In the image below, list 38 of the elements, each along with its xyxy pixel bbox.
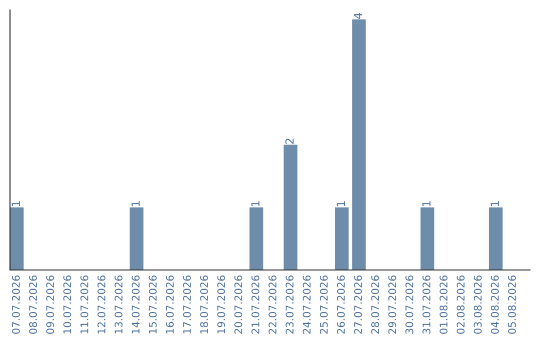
x-tick-label: 29.07.2026 <box>388 276 396 334</box>
data-label: 2 <box>285 138 294 144</box>
x-tick-label: 22.07.2026 <box>268 276 276 334</box>
x-tick-label: 02.08.2026 <box>456 276 465 334</box>
data-label: 1 <box>12 201 20 206</box>
data-label: 1 <box>251 201 260 206</box>
x-tick-label: 27.07.2026 <box>354 276 362 334</box>
x-tick-label: 17.07.2026 <box>183 276 191 334</box>
x-tick-label: 19.07.2026 <box>217 276 226 334</box>
x-tick-label: 28.07.2026 <box>371 276 380 334</box>
x-tick-label: 12.07.2026 <box>98 276 106 334</box>
x-tick-label: 11.07.2026 <box>80 276 88 334</box>
x-tick-label: 18.07.2026 <box>200 276 208 334</box>
x-tick-label: 16.07.2026 <box>166 276 174 334</box>
x-tick-label: 30.07.2026 <box>405 276 414 334</box>
data-label: 1 <box>422 201 430 206</box>
x-tick-label: 15.07.2026 <box>148 276 157 334</box>
x-tick-label: 23.07.2026 <box>286 276 294 334</box>
x-tick-label: 08.07.2026 <box>29 276 37 334</box>
x-tick-label: 21.07.2026 <box>251 276 260 334</box>
x-tick-label: 20.07.2026 <box>234 276 242 334</box>
x-tick-label: 10.07.2026 <box>63 276 72 334</box>
x-tick-label: 14.07.2026 <box>132 276 140 334</box>
x-tick-label: 13.07.2026 <box>114 276 122 334</box>
data-label: 1 <box>336 201 345 206</box>
x-tick-label: 24.07.2026 <box>302 276 311 334</box>
x-tick-label: 25.07.2026 <box>320 276 328 334</box>
data-label: 1 <box>490 201 499 206</box>
x-tick-label: 07.07.2026 <box>12 276 20 334</box>
data-label: 4 <box>354 12 362 19</box>
x-tick-label: 01.08.2026 <box>440 276 448 334</box>
x-tick-label: 09.07.2026 <box>46 276 54 334</box>
x-tick-label: 05.08.2026 <box>508 276 516 334</box>
data-label: 1 <box>132 201 140 206</box>
x-tick-label: 03.08.2026 <box>474 276 482 334</box>
x-tick-label: 31.07.2026 <box>422 276 430 334</box>
x-tick-label: 04.08.2026 <box>490 276 499 334</box>
x-tick-label: 26.07.2026 <box>336 276 345 334</box>
